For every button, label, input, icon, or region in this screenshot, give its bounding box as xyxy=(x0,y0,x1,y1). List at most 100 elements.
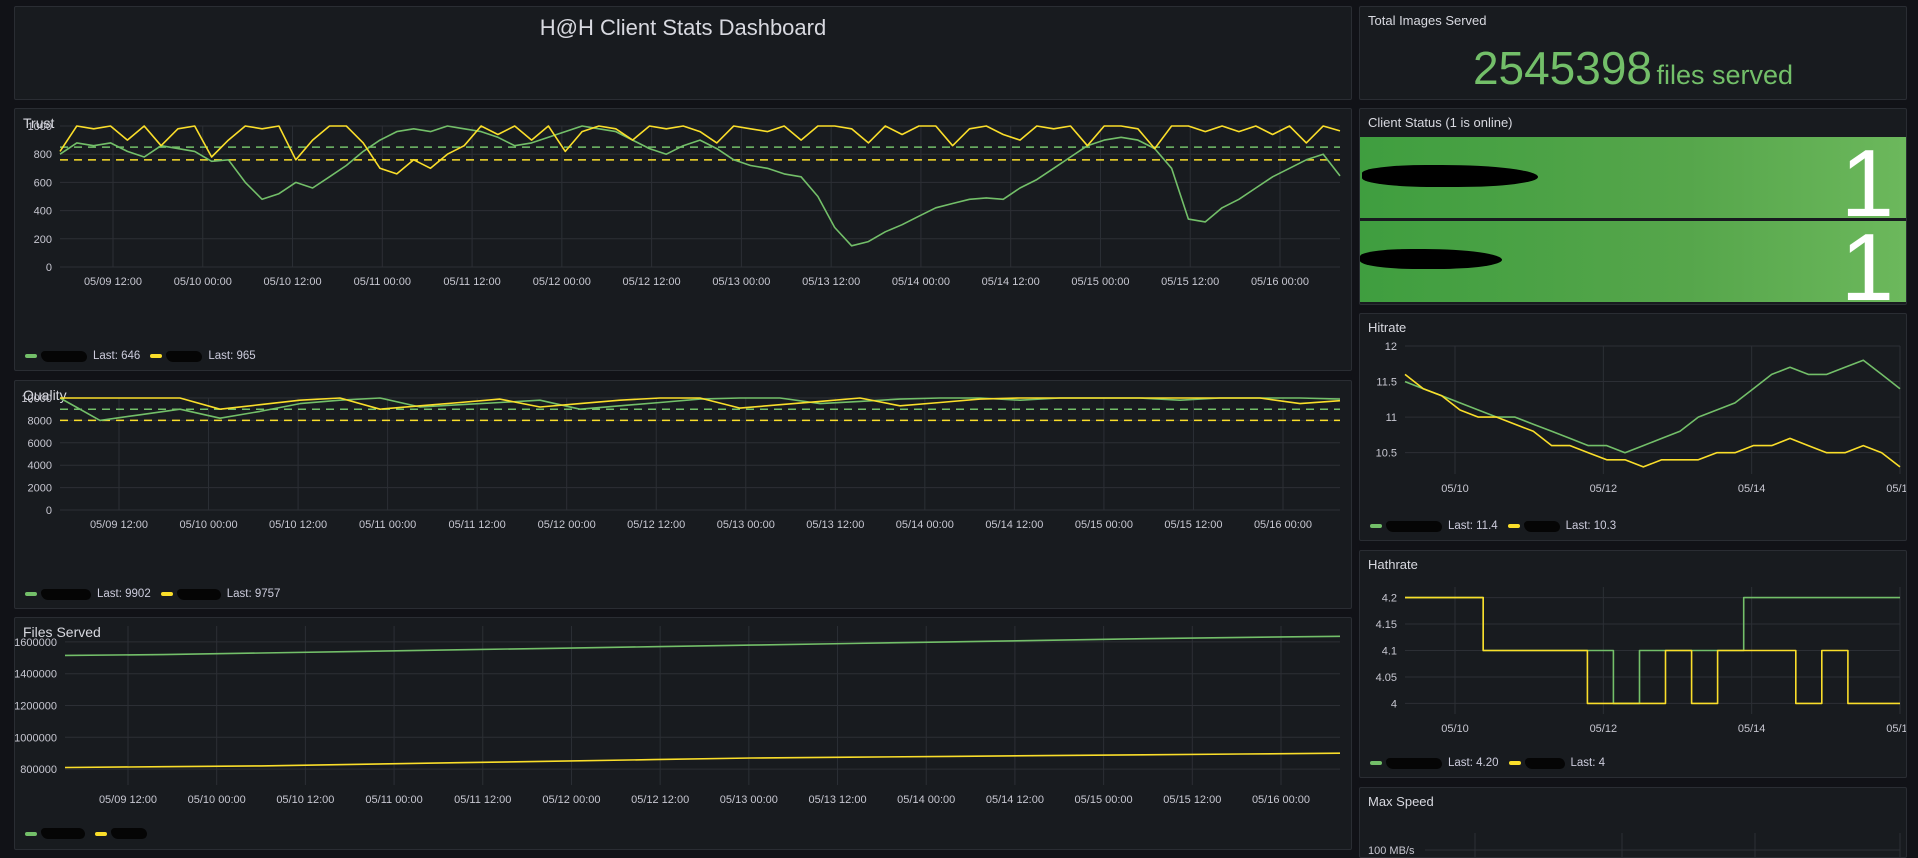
y-tick-label: 10000 xyxy=(21,393,52,405)
redacted-client-name xyxy=(1362,165,1538,187)
dashboard-title-panel: H@H Client Stats Dashboard xyxy=(14,6,1352,100)
x-tick-label: 05/09 12:00 xyxy=(99,794,157,806)
files-served-title: Files Served xyxy=(23,624,101,640)
x-tick-label: 05/10 12:00 xyxy=(269,519,327,531)
y-tick-label: 0 xyxy=(46,505,52,517)
legend-item-series-2[interactable] xyxy=(95,828,153,839)
series-line-2 xyxy=(59,125,1341,175)
x-tick-label: 05/13 12:00 xyxy=(808,794,866,806)
x-tick-label: 05/15 00:00 xyxy=(1071,276,1129,288)
legend-swatch-green xyxy=(1370,524,1382,528)
series-line-1 xyxy=(64,635,1341,657)
series-line-1 xyxy=(1404,359,1901,454)
x-tick-label: 05/14 xyxy=(1738,723,1766,735)
plot-area: 12 11.5 11 10.5 05/10 05/12 05/14 05/16 xyxy=(1376,341,1906,495)
redacted-name xyxy=(1523,520,1560,532)
x-tick-label: 05/16 xyxy=(1886,723,1907,735)
legend-item-series-1[interactable]: Last: 11.4 xyxy=(1370,520,1498,532)
x-tick-label: 05/13 12:00 xyxy=(806,519,864,531)
client-status-panel: Client Status (1 is online) 1 1 xyxy=(1359,108,1907,305)
y-tick-label: 100 MB/s xyxy=(1368,845,1415,857)
series-line-1 xyxy=(59,397,1341,422)
trust-chart: 1000 800 600 400 200 0 05/09 12:00 05/10 00:00 0… xyxy=(28,121,1341,288)
redacted-name xyxy=(166,350,203,362)
total-images-title: Total Images Served xyxy=(1368,13,1487,28)
redacted-client-name xyxy=(1360,249,1502,269)
x-tick-label: 05/15 12:00 xyxy=(1161,276,1219,288)
series-line-2 xyxy=(60,397,1341,410)
x-tick-label: 05/10 xyxy=(1441,483,1469,495)
y-tick-label: 2000 xyxy=(28,483,52,495)
quality-panel: Quality 10000 8000 6000 4000 2000 0 05/09 12:0… xyxy=(14,380,1352,609)
legend-item-series-1[interactable] xyxy=(25,828,91,839)
legend-last-value: Last: 9757 xyxy=(226,588,281,600)
legend-swatch-green xyxy=(25,354,37,358)
hitrate-legend: Last: 11.4 Last: 10.3 xyxy=(1370,520,1626,532)
x-tick-label: 05/10 00:00 xyxy=(174,276,232,288)
x-tick-label: 05/11 12:00 xyxy=(449,519,506,531)
legend-last-value: Last: 9902 xyxy=(97,588,151,600)
redacted-name xyxy=(1386,757,1442,769)
legend-item-series-1[interactable]: Last: 4.20 xyxy=(1370,757,1499,769)
dashboard-title: H@H Client Stats Dashboard xyxy=(539,15,827,40)
y-tick-label: 11.5 xyxy=(1376,377,1397,389)
x-tick-label: 05/12 xyxy=(1590,483,1618,495)
x-tick-label: 05/14 12:00 xyxy=(986,794,1044,806)
y-tick-label: 10.5 xyxy=(1376,448,1397,460)
y-tick-label: 600 xyxy=(34,177,52,189)
y-tick-label: 1200000 xyxy=(15,701,57,713)
redacted-name xyxy=(1524,757,1565,769)
y-tick-label: 800 xyxy=(34,149,52,161)
hathrate-panel: Hathrate 4.2 4.15 4.1 4.05 4 05/10 05/12 05/14 0… xyxy=(1359,550,1907,778)
legend-item-series-2[interactable]: Last: 9757 xyxy=(160,588,281,600)
legend-swatch-green xyxy=(1370,761,1382,765)
x-tick-label: 05/13 00:00 xyxy=(717,519,775,531)
legend-item-series-1[interactable]: Last: 646 xyxy=(25,350,140,362)
legend-swatch-yellow xyxy=(160,592,173,596)
x-tick-label: 05/13 12:00 xyxy=(802,276,860,288)
legend-swatch-yellow xyxy=(1507,524,1520,528)
x-tick-label: 05/13 00:00 xyxy=(712,276,770,288)
hitrate-panel: Hitrate 12 11.5 11 10.5 05/10 05/12 05/14 05/16… xyxy=(1359,313,1907,541)
legend-item-series-2[interactable]: Last: 965 xyxy=(150,350,256,362)
x-tick-label: 05/12 00:00 xyxy=(538,519,596,531)
x-tick-label: 05/12 12:00 xyxy=(623,276,681,288)
redacted-name xyxy=(111,828,147,839)
x-tick-label: 05/14 12:00 xyxy=(985,519,1043,531)
x-tick-label: 05/12 xyxy=(1590,723,1618,735)
client-status-row-1: 1 xyxy=(1360,130,1906,237)
legend-item-series-1[interactable]: Last: 9902 xyxy=(25,588,151,600)
hitrate-chart: 12 11.5 11 10.5 05/10 05/12 05/14 05/16 xyxy=(1376,341,1906,495)
legend-swatch-yellow xyxy=(150,354,163,358)
client-status-value-1: 1 xyxy=(1840,130,1894,237)
legend-item-series-2[interactable]: Last: 4 xyxy=(1508,757,1606,769)
series-line-1 xyxy=(59,125,1341,247)
y-tick-label: 1000000 xyxy=(15,732,57,744)
x-tick-label: 05/14 00:00 xyxy=(897,794,955,806)
x-tick-label: 05/14 00:00 xyxy=(892,276,950,288)
x-tick-label: 05/11 00:00 xyxy=(359,519,416,531)
x-tick-label: 05/14 00:00 xyxy=(896,519,954,531)
x-tick-label: 05/15 00:00 xyxy=(1075,794,1133,806)
x-tick-label: 05/09 12:00 xyxy=(84,276,142,288)
legend-swatch-yellow xyxy=(1508,761,1521,765)
legend-item-series-2[interactable]: Last: 10.3 xyxy=(1507,520,1616,532)
max-speed-panel: Max Speed 100 MB/s xyxy=(1359,787,1907,858)
x-tick-label: 05/16 00:00 xyxy=(1254,519,1312,531)
total-images-unit: files served xyxy=(1656,60,1794,90)
x-tick-label: 05/16 00:00 xyxy=(1251,276,1309,288)
files-served-panel: Files Served 1600000 1400000 1200000 100000… xyxy=(14,617,1352,850)
x-tick-label: 05/13 00:00 xyxy=(720,794,778,806)
x-tick-label: 05/10 00:00 xyxy=(179,519,237,531)
total-images-panel: Total Images Served 2545398 files served xyxy=(1359,6,1907,100)
x-tick-label: 05/09 12:00 xyxy=(90,519,148,531)
max-speed-title: Max Speed xyxy=(1368,794,1434,809)
y-tick-label: 1000 xyxy=(28,121,52,133)
y-tick-label: 1600000 xyxy=(15,637,57,649)
max-speed-chart: 100 MB/s xyxy=(1368,833,1901,857)
x-tick-label: 05/14 12:00 xyxy=(982,276,1040,288)
legend-last-value: Last: 4 xyxy=(1570,757,1606,769)
total-images-value: 2545398 xyxy=(1472,42,1653,94)
y-tick-label: 8000 xyxy=(28,415,52,427)
hathrate-title: Hathrate xyxy=(1368,557,1418,572)
